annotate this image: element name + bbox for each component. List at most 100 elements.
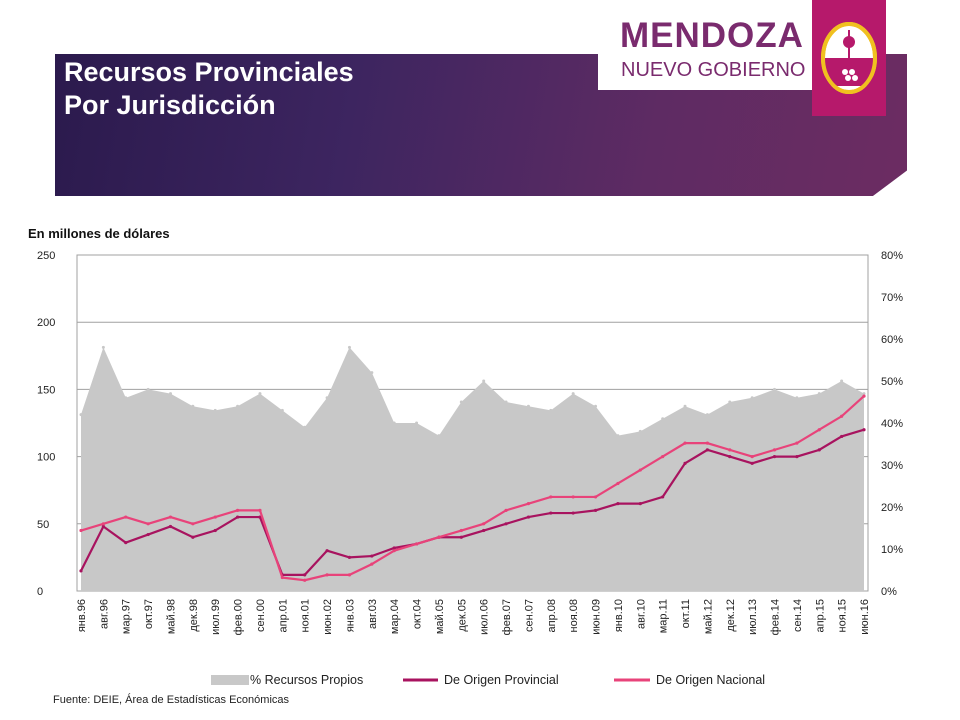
logo-panel <box>598 5 818 90</box>
area-point <box>571 392 575 396</box>
nacional-point <box>683 441 687 445</box>
nacional-point <box>191 522 195 526</box>
nacional-point <box>370 562 374 566</box>
x-tick-label: июл.99 <box>210 599 222 635</box>
x-tick-label: авг.96 <box>98 599 110 629</box>
legend-provincial-label: De Origen Provincial <box>444 673 559 687</box>
nacional-point <box>347 573 352 577</box>
area-point <box>661 417 665 421</box>
nacional-point <box>750 455 754 459</box>
area-point <box>840 379 844 383</box>
provincial-point <box>124 541 128 545</box>
provincial-point <box>772 455 777 459</box>
legend-area-swatch <box>211 675 249 685</box>
provincial-point <box>549 511 553 515</box>
nacional-point <box>504 508 508 512</box>
provincial-point <box>817 448 821 452</box>
provincial-point <box>705 448 710 452</box>
y2-tick-label: 40% <box>881 418 903 430</box>
x-tick-label: дек.05 <box>456 599 468 632</box>
nacional-point <box>661 455 665 459</box>
nacional-point <box>258 508 262 512</box>
x-tick-label: июн.02 <box>322 599 334 635</box>
y2-tick-label: 20% <box>881 502 903 514</box>
y2-tick-label: 70% <box>881 292 903 304</box>
nacional-point <box>526 502 531 506</box>
area-point <box>236 404 240 408</box>
x-tick-label: апр.08 <box>546 599 558 632</box>
x-tick-label: июл.06 <box>479 599 491 635</box>
provincial-point <box>236 515 240 519</box>
nacional-point <box>168 515 173 519</box>
area-point <box>504 400 508 404</box>
area-point <box>303 425 307 429</box>
nacional-line <box>80 395 865 582</box>
y2-tick-label: 30% <box>881 460 903 472</box>
y-tick-label: 0 <box>37 586 43 598</box>
provincial-point <box>146 532 150 537</box>
recursos-propios-area <box>81 347 864 591</box>
area-point <box>795 396 799 400</box>
area-point <box>638 429 642 433</box>
title-line-1: Recursos Provinciales <box>64 57 354 87</box>
area-point <box>482 379 486 383</box>
nacional-point <box>79 528 83 533</box>
area-point <box>616 434 620 438</box>
x-tick-label: фев.14 <box>770 599 782 635</box>
area-point <box>280 408 284 412</box>
y2-tick-label: 10% <box>881 544 903 556</box>
provincial-point <box>862 428 866 432</box>
provincial-point <box>840 434 844 439</box>
area-point <box>728 400 732 404</box>
x-tick-label: янв.96 <box>76 599 88 632</box>
x-tick-label: авг.03 <box>367 599 379 629</box>
nacional-point <box>705 441 710 445</box>
nacional-point <box>124 515 128 519</box>
y2-tick-label: 80% <box>881 250 903 262</box>
x-tick-label: июл.13 <box>747 599 759 635</box>
area-point <box>750 396 754 400</box>
nacional-point <box>146 522 150 526</box>
x-tick-label: апр.15 <box>814 599 826 632</box>
provincial-point <box>593 508 598 512</box>
area-point <box>258 392 262 396</box>
nacional-point <box>280 575 284 580</box>
provincial-point <box>79 569 83 573</box>
nacional-point <box>459 528 463 533</box>
nacional-point <box>213 515 217 519</box>
area-point <box>213 408 217 412</box>
x-tick-label: окт.97 <box>143 599 155 629</box>
logo-main-text: MENDOZA <box>620 16 804 55</box>
coat-of-arms-badge <box>812 0 886 116</box>
x-tick-label: май.98 <box>165 599 177 634</box>
y2-tick-label: 50% <box>881 376 903 388</box>
x-tick-label: окт.11 <box>680 599 692 628</box>
area-point <box>325 396 329 400</box>
y-tick-label: 200 <box>37 317 55 329</box>
x-tick-label: янв.03 <box>344 599 356 632</box>
provincial-point <box>191 535 195 539</box>
nacional-point <box>101 522 105 526</box>
provincial-point <box>504 522 508 526</box>
area-point <box>415 421 419 425</box>
area-point <box>392 421 396 425</box>
nacional-point <box>303 578 307 582</box>
chart-unit-label: En millones de dólares <box>28 226 170 241</box>
nacional-point <box>795 441 799 445</box>
area-point <box>526 404 530 408</box>
nacional-point <box>571 495 575 499</box>
x-tick-label: сен.00 <box>255 599 267 632</box>
nacional-point <box>638 468 642 472</box>
logo-sub-text: NUEVO GOBIERNO <box>621 59 806 81</box>
area-point <box>862 392 866 396</box>
nacional-point <box>862 394 866 398</box>
area-point <box>773 387 777 391</box>
provincial-point <box>571 511 575 515</box>
x-tick-label: сен.07 <box>523 599 535 632</box>
x-tick-label: янв.10 <box>613 599 625 632</box>
area-point <box>124 396 128 400</box>
provincial-point <box>638 502 642 506</box>
y-tick-label: 250 <box>37 250 55 262</box>
area-point <box>549 408 553 412</box>
provincial-point <box>325 549 329 553</box>
